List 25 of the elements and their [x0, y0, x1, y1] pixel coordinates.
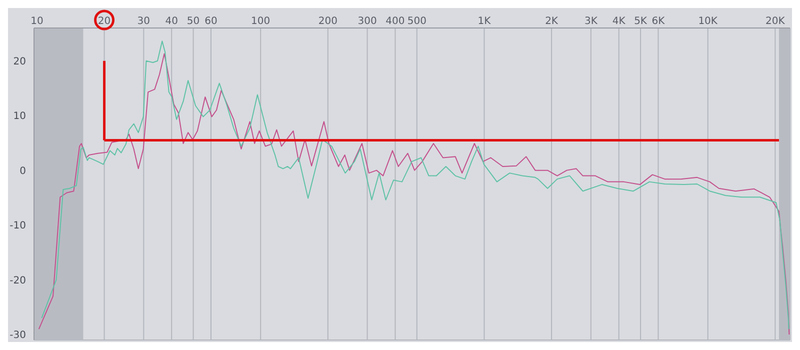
y-tick-label: -30 — [10, 330, 26, 342]
x-tick-label: 10K — [698, 16, 718, 27]
x-tick-label: 30 — [137, 16, 150, 27]
y-tick-label: 0 — [20, 166, 26, 177]
x-tick-label: 4K — [612, 16, 626, 27]
x-tick-label: 6K — [652, 16, 666, 27]
x-tick-label: 300 — [358, 16, 377, 27]
y-tick-label: 20 — [13, 56, 26, 68]
x-tick-label: 5K — [634, 16, 648, 27]
y-tick-label: 10 — [13, 111, 26, 122]
x-tick-label: 2K — [545, 16, 558, 27]
x-tick-label: 200 — [318, 16, 338, 27]
x-tick-label: 50 — [186, 16, 200, 27]
x-tick-label: 60 — [204, 16, 218, 27]
x-tick-label: 100 — [251, 16, 270, 27]
x-tick-label: 3K — [584, 16, 598, 27]
x-tick-label: 1K — [478, 16, 492, 27]
x-tick-label: 40 — [165, 16, 178, 27]
x-tick-label: 10 — [30, 16, 44, 27]
y-tick-label: -20 — [10, 275, 26, 286]
x-tick-label: 20K — [766, 16, 786, 27]
x-tick-label: 500 — [407, 16, 426, 27]
y-tick-label: -10 — [10, 220, 26, 232]
x-tick-label: 400 — [386, 16, 405, 27]
x-tick-label: 20 — [98, 16, 111, 27]
